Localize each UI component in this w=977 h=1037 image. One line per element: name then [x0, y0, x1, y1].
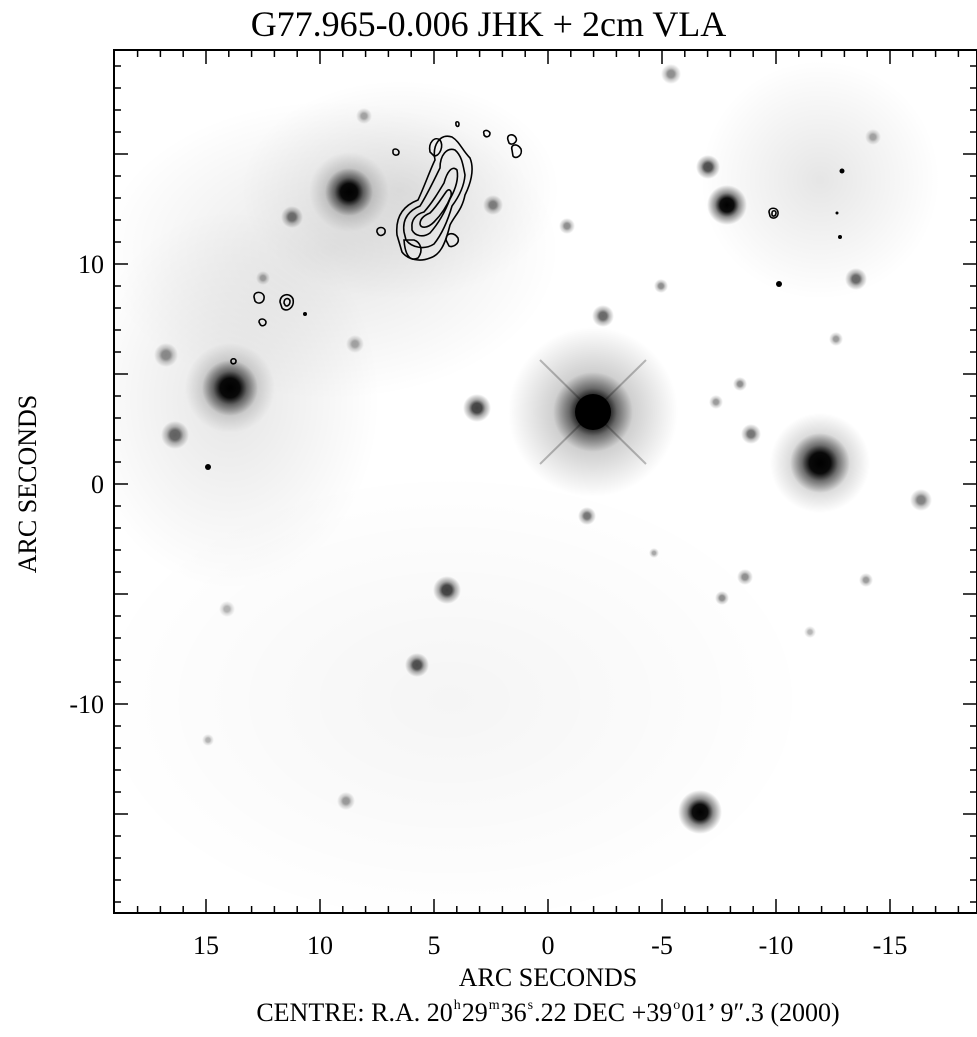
sky-image	[114, 50, 977, 913]
x-tick-label: 5	[428, 931, 441, 960]
x-axis-label: ARC SECONDS	[458, 963, 638, 992]
y-tick-label: 10	[78, 250, 104, 279]
caption-dec-rest: 01’ 9″.3 (2000)	[681, 998, 840, 1027]
plot-frame	[113, 49, 977, 914]
centre-caption: CENTRE: R.A. 20h29m36s.22 DEC +39o01’ 9″…	[256, 998, 839, 1028]
star-field	[154, 64, 932, 834]
x-tick-label: -5	[651, 931, 673, 960]
x-tick-label: -10	[759, 931, 794, 960]
caption-ra-m-sup: m	[488, 998, 500, 1013]
x-tick-label: 15	[193, 931, 219, 960]
nebula-region	[240, 80, 560, 300]
x-tick-label: 10	[307, 931, 333, 960]
caption-prefix: CENTRE: R.A. 20	[256, 998, 453, 1027]
x-tick-label: 0	[542, 931, 555, 960]
caption-ra-m: 29	[461, 998, 488, 1027]
axis-ticks	[114, 50, 977, 913]
caption-ra-frac: .22 DEC +39	[534, 998, 673, 1027]
tick-labels: 15 10 5 0 -5 -10 -15 10 0 -10	[69, 250, 907, 960]
caption-ra-s: 36	[500, 998, 527, 1027]
radio-contours	[230, 120, 779, 365]
nebula-region	[114, 470, 810, 913]
nebula-region	[700, 60, 940, 300]
y-tick-label: 0	[91, 470, 104, 499]
bright-star	[508, 327, 678, 497]
caption-dec-deg-sup: o	[673, 998, 681, 1013]
x-tick-label: -15	[873, 931, 908, 960]
caption-ra-s-sup: s	[527, 998, 534, 1013]
y-tick-label: -10	[69, 690, 104, 719]
caption-ra-h-sup: h	[453, 998, 461, 1013]
figure-title: G77.965-0.006 JHK + 2cm VLA	[250, 4, 727, 44]
